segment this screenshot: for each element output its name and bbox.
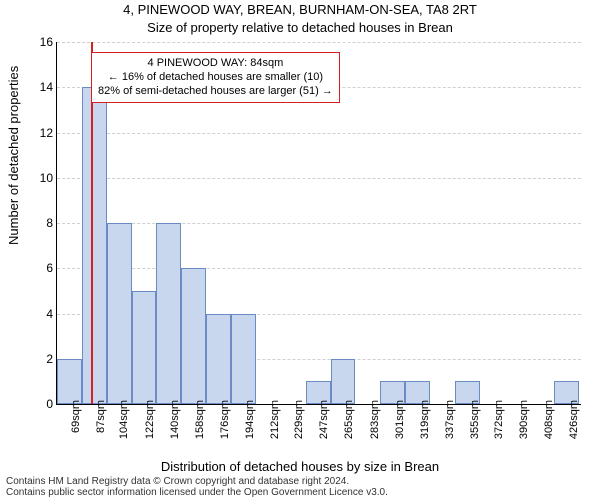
x-tick-label: 408sqm [543,400,555,439]
histogram-bar [231,314,256,405]
histogram-bar [156,223,181,404]
y-tick-label: 2 [27,352,53,366]
chart-subtitle: Size of property relative to detached ho… [0,20,600,35]
y-tick-label: 8 [27,216,53,230]
x-tick-label: 355sqm [469,400,481,439]
x-tick-label: 194sqm [244,400,256,439]
gridline [57,133,581,134]
x-tick-label: 390sqm [518,400,530,439]
y-tick-label: 4 [27,307,53,321]
x-tick-label: 104sqm [118,400,130,439]
gridline [57,178,581,179]
x-tick-label: 87sqm [95,400,107,433]
x-tick-label: 372sqm [493,400,505,439]
x-tick-label: 247sqm [318,400,330,439]
x-tick-label: 229sqm [293,400,305,439]
x-axis-label: Distribution of detached houses by size … [0,459,600,474]
y-tick-label: 16 [27,35,53,49]
histogram-bar [206,314,231,405]
x-tick-label: 158sqm [194,400,206,439]
y-tick-label: 10 [27,171,53,185]
gridline [57,268,581,269]
histogram-bar [57,359,82,404]
y-tick-label: 12 [27,126,53,140]
x-tick-label: 301sqm [394,400,406,439]
x-tick-label: 122sqm [144,400,156,439]
chart-title-address: 4, PINEWOOD WAY, BREAN, BURNHAM-ON-SEA, … [0,2,600,17]
annot-line-smaller: ← 16% of detached houses are smaller (10… [98,71,333,85]
plot-area: 024681012141669sqm87sqm104sqm122sqm140sq… [56,42,581,405]
x-tick-label: 319sqm [419,400,431,439]
reference-annotation: 4 PINEWOOD WAY: 84sqm ← 16% of detached … [91,52,340,103]
histogram-bar [331,359,356,404]
property-size-histogram: 4, PINEWOOD WAY, BREAN, BURNHAM-ON-SEA, … [0,0,600,500]
x-tick-label: 69sqm [70,400,82,433]
annot-line-larger: 82% of semi-detached houses are larger (… [98,85,333,99]
x-tick-label: 426sqm [568,400,580,439]
histogram-bar [82,87,107,404]
histogram-bar [181,268,206,404]
y-axis-label: Number of detached properties [6,66,21,245]
y-tick-label: 0 [27,397,53,411]
histogram-bar [132,291,157,404]
x-tick-label: 283sqm [369,400,381,439]
gridline [57,42,581,43]
data-attribution: Contains HM Land Registry data © Crown c… [6,476,594,498]
x-tick-label: 140sqm [169,400,181,439]
y-tick-label: 6 [27,261,53,275]
x-tick-label: 212sqm [269,400,281,439]
x-tick-label: 265sqm [343,400,355,439]
annot-line-value: 4 PINEWOOD WAY: 84sqm [98,57,333,71]
histogram-bar [107,223,132,404]
x-tick-label: 337sqm [444,400,456,439]
gridline [57,223,581,224]
x-tick-label: 176sqm [219,400,231,439]
y-tick-label: 14 [27,80,53,94]
